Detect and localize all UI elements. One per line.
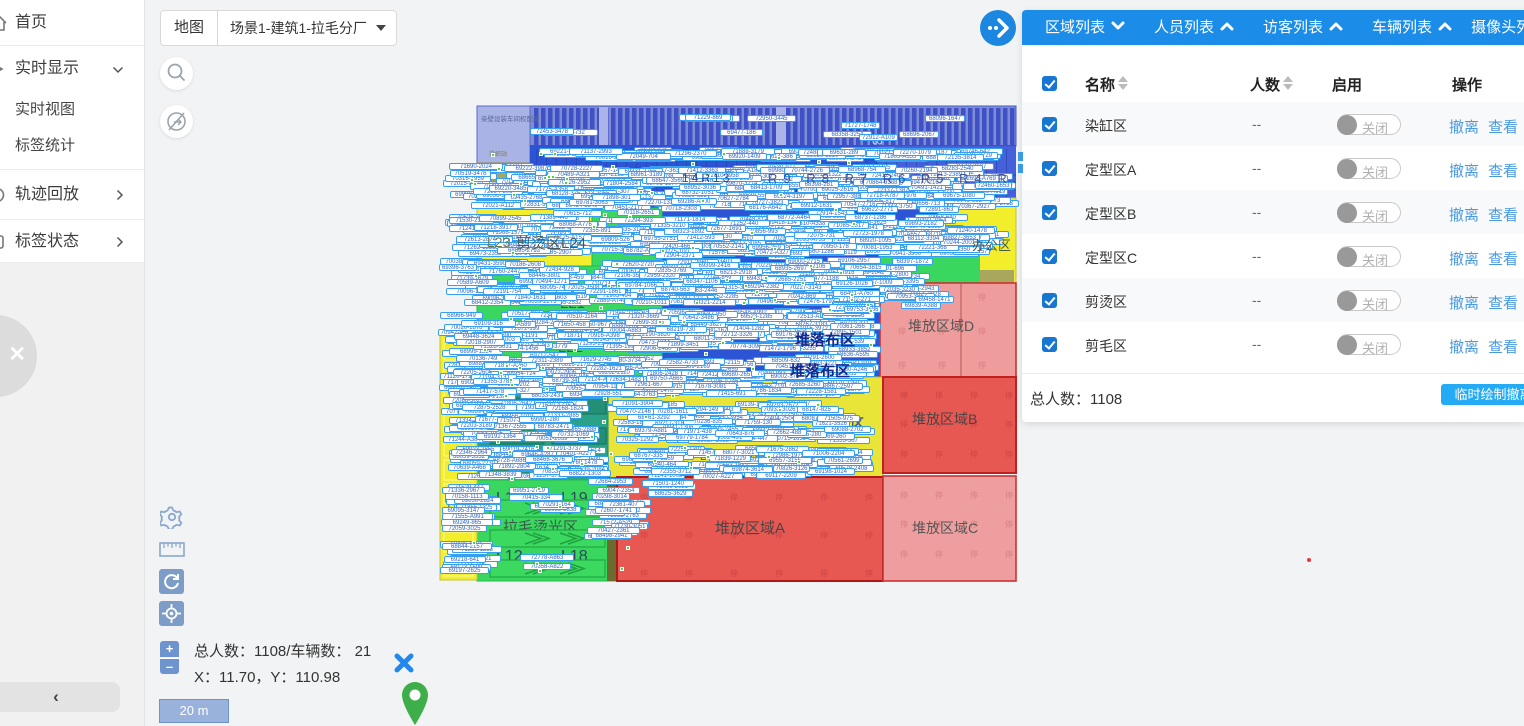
svg-text:停: 停 (900, 490, 908, 500)
svg-text:停: 停 (938, 326, 946, 336)
svg-text:停: 停 (978, 360, 986, 370)
svg-text:停: 停 (938, 360, 946, 370)
svg-text:停: 停 (1005, 549, 1013, 559)
svg-text:停: 停 (775, 530, 783, 540)
svg-text:停: 停 (820, 568, 828, 578)
svg-text:停: 停 (775, 568, 783, 578)
svg-text:停: 停 (900, 419, 908, 429)
svg-text:堆放区域A: 堆放区域A (715, 520, 785, 537)
svg-text:停: 停 (900, 390, 908, 400)
svg-text:堆落布区: 堆落布区 (790, 362, 850, 380)
svg-text:停: 停 (970, 390, 978, 400)
svg-text:停: 停 (865, 530, 873, 540)
svg-text:停: 停 (935, 419, 943, 429)
svg-text:停: 停 (1005, 449, 1013, 459)
svg-text:停: 停 (900, 549, 908, 559)
svg-text:停: 停 (640, 568, 648, 578)
svg-text:14R13: 14R13 (682, 171, 732, 185)
svg-text:停: 停 (730, 568, 738, 578)
svg-text:停: 停 (935, 490, 943, 500)
svg-text:R9 R8 R7 R6 R5 R4 R3 R2 R1: R9 R8 R7 R6 R5 R4 R3 R2 R1 (768, 171, 1016, 186)
svg-text:停: 停 (900, 519, 908, 529)
svg-text:办公区: 办公区 (972, 238, 1011, 253)
svg-text:堆落布区: 堆落布区 (795, 331, 855, 349)
svg-text:停: 停 (640, 530, 648, 540)
svg-text:停: 停 (775, 492, 783, 502)
svg-text:停: 停 (898, 360, 906, 370)
svg-text:停: 停 (970, 449, 978, 459)
svg-text:染织站: 染织站 (489, 150, 507, 158)
svg-text:停: 停 (865, 568, 873, 578)
svg-text:剪烫区L24: 剪烫区L24 (516, 235, 586, 252)
svg-text:停: 停 (685, 568, 693, 578)
svg-text:停: 停 (820, 530, 828, 540)
svg-text:停: 停 (685, 492, 693, 502)
svg-text:停: 停 (935, 519, 943, 529)
svg-text:堆放区域C: 堆放区域C (912, 520, 978, 536)
svg-text:停: 停 (935, 549, 943, 559)
svg-text:停: 停 (900, 449, 908, 459)
svg-text:停: 停 (730, 492, 738, 502)
svg-text:停: 停 (1005, 490, 1013, 500)
svg-text:停: 停 (970, 519, 978, 529)
svg-text:停: 停 (970, 490, 978, 500)
svg-text:停: 停 (865, 492, 873, 502)
svg-text:停: 停 (820, 492, 828, 502)
svg-text:堆放区域B: 堆放区域B (912, 411, 977, 427)
svg-text:停: 停 (978, 292, 986, 302)
svg-text:停: 停 (898, 326, 906, 336)
svg-text:停: 停 (970, 419, 978, 429)
svg-text:停: 停 (935, 390, 943, 400)
svg-text:染壁设装车间权配房: 染壁设装车间权配房 (481, 114, 540, 123)
svg-text:停: 停 (730, 530, 738, 540)
svg-text:停: 停 (1005, 419, 1013, 429)
svg-text:停: 停 (640, 492, 648, 502)
svg-text:∞: ∞ (872, 133, 883, 150)
svg-text:停: 停 (970, 549, 978, 559)
svg-text:停: 停 (1005, 519, 1013, 529)
svg-text:L23: L23 (487, 234, 511, 250)
svg-text:停: 停 (978, 326, 986, 336)
svg-text:堆放区域D: 堆放区域D (908, 318, 974, 334)
svg-text:停: 停 (1005, 390, 1013, 400)
svg-text:停: 停 (685, 530, 693, 540)
svg-text:停: 停 (935, 449, 943, 459)
